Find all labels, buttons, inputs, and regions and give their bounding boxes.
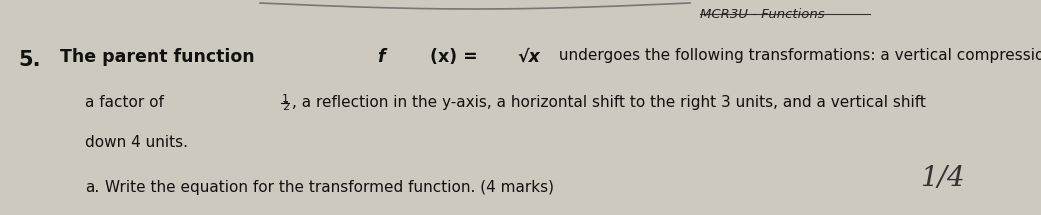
Text: 5.: 5. <box>18 50 41 70</box>
Text: 1/4: 1/4 <box>920 165 965 192</box>
Text: f: f <box>377 48 385 66</box>
Text: The parent function: The parent function <box>60 48 260 66</box>
Text: 2: 2 <box>282 102 288 112</box>
Text: MCR3U - Functions: MCR3U - Functions <box>700 8 824 21</box>
Text: (x) =: (x) = <box>430 48 484 66</box>
Text: √x: √x <box>517 48 540 66</box>
Text: a.: a. <box>85 180 99 195</box>
Text: down 4 units.: down 4 units. <box>85 135 188 150</box>
Text: 1: 1 <box>282 94 288 104</box>
Text: , a reflection in the y-axis, a horizontal shift to the right 3 units, and a ver: , a reflection in the y-axis, a horizont… <box>291 95 925 110</box>
Text: Write the equation for the transformed function. (4 marks): Write the equation for the transformed f… <box>105 180 554 195</box>
Text: a factor of: a factor of <box>85 95 169 110</box>
Text: undergoes the following transformations: a vertical compression by: undergoes the following transformations:… <box>554 48 1041 63</box>
